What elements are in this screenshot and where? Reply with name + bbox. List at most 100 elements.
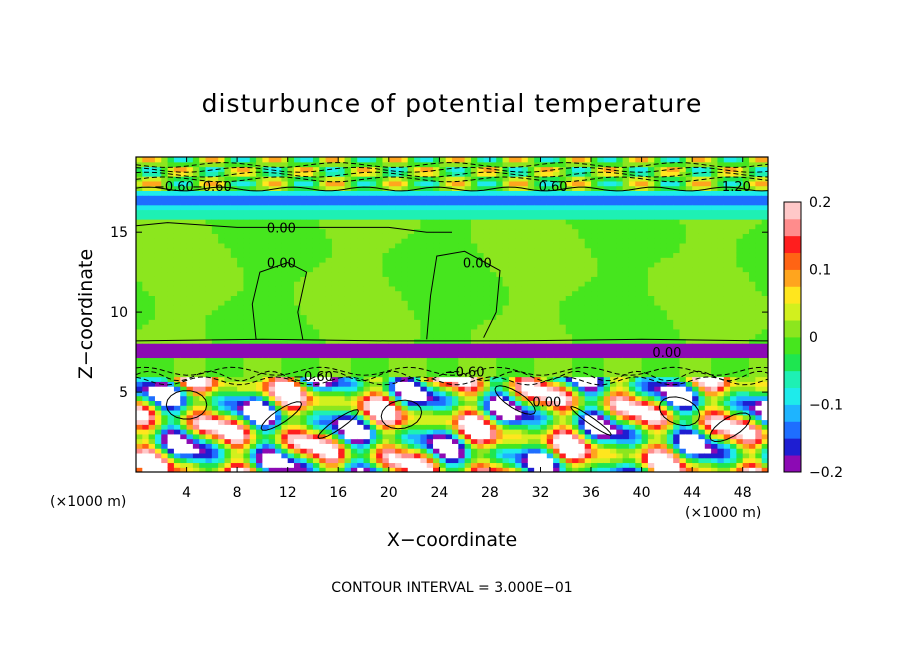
field-cell	[237, 319, 245, 325]
field-cell	[534, 324, 542, 330]
field-cell	[211, 195, 219, 201]
field-cell	[502, 362, 510, 368]
field-cell	[414, 157, 421, 163]
field-cell	[218, 228, 226, 234]
field-cell	[180, 176, 188, 182]
field-cell	[610, 290, 617, 297]
field-cell	[433, 357, 440, 363]
field-cell	[306, 247, 314, 254]
field-cell	[540, 324, 548, 330]
field-cell	[578, 443, 586, 449]
field-cell	[477, 362, 485, 368]
field-cell	[256, 242, 263, 249]
field-cell	[597, 271, 605, 277]
field-cell	[199, 333, 207, 339]
field-cell	[553, 462, 561, 468]
field-cell	[546, 467, 554, 472]
field-cell	[161, 357, 169, 363]
field-cell	[464, 343, 472, 349]
field-cell	[338, 242, 346, 249]
field-cell	[591, 285, 598, 292]
field-cell	[230, 309, 238, 316]
field-cell	[591, 347, 598, 354]
field-cell	[300, 199, 308, 206]
field-cell	[584, 223, 592, 230]
field-cell	[262, 195, 270, 201]
field-cell	[268, 400, 276, 406]
field-cell	[287, 242, 295, 249]
field-cell	[230, 223, 238, 230]
field-cell	[527, 295, 535, 301]
field-cell	[470, 328, 478, 335]
field-cell	[597, 209, 605, 215]
field-cell	[192, 290, 200, 297]
field-cell	[388, 352, 396, 359]
field-cell	[584, 457, 592, 464]
field-cell	[224, 214, 232, 220]
field-cell	[363, 262, 371, 268]
field-cell	[540, 381, 548, 387]
field-cell	[388, 185, 396, 192]
field-cell	[597, 429, 605, 435]
field-cell	[433, 414, 440, 421]
field-cell	[199, 328, 207, 335]
field-cell	[527, 314, 535, 320]
field-cell	[433, 405, 440, 411]
field-cell	[275, 367, 282, 373]
field-cell	[325, 319, 333, 325]
field-cell	[142, 285, 150, 292]
field-cell	[256, 333, 263, 339]
field-cell	[508, 438, 516, 444]
field-cell	[496, 362, 504, 368]
field-cell	[603, 438, 611, 444]
field-cell	[294, 376, 301, 382]
field-cell	[136, 300, 143, 306]
field-cell	[230, 281, 238, 287]
field-cell	[597, 228, 605, 234]
field-cell	[211, 405, 219, 411]
field-cell	[553, 290, 561, 297]
field-cell	[521, 171, 529, 177]
field-cell	[502, 176, 510, 182]
field-cell	[357, 276, 365, 282]
field-cell	[420, 252, 428, 258]
field-cell	[534, 390, 542, 397]
field-cell	[584, 262, 592, 268]
field-cell	[439, 386, 447, 392]
field-cell	[483, 204, 491, 211]
field-cell	[173, 405, 181, 411]
field-cell	[508, 314, 516, 320]
field-cell	[192, 386, 200, 392]
field-cell	[540, 367, 548, 373]
field-cell	[205, 395, 213, 402]
field-cell	[464, 242, 472, 249]
field-cell	[572, 271, 579, 277]
field-cell	[338, 304, 346, 311]
field-cell	[287, 443, 295, 449]
field-cell	[224, 171, 232, 177]
field-cell	[610, 266, 617, 273]
field-cell	[154, 414, 162, 421]
field-cell	[167, 357, 175, 363]
field-cell	[192, 429, 200, 435]
field-cell	[489, 233, 497, 239]
field-cell	[262, 223, 270, 230]
field-cell	[186, 414, 194, 421]
field-cell	[559, 262, 567, 268]
field-cell	[603, 161, 611, 168]
field-cell	[136, 429, 143, 435]
field-cell	[325, 347, 333, 354]
field-cell	[515, 219, 523, 225]
field-cell	[275, 252, 282, 258]
field-cell	[154, 166, 162, 172]
field-cell	[546, 295, 554, 301]
field-cell	[300, 357, 308, 363]
field-cell	[237, 429, 245, 435]
field-cell	[224, 452, 232, 459]
field-cell	[477, 214, 485, 220]
field-cell	[508, 400, 516, 406]
field-cell	[578, 352, 586, 359]
field-cell	[161, 199, 169, 206]
field-cell	[205, 419, 213, 425]
field-cell	[312, 257, 320, 263]
